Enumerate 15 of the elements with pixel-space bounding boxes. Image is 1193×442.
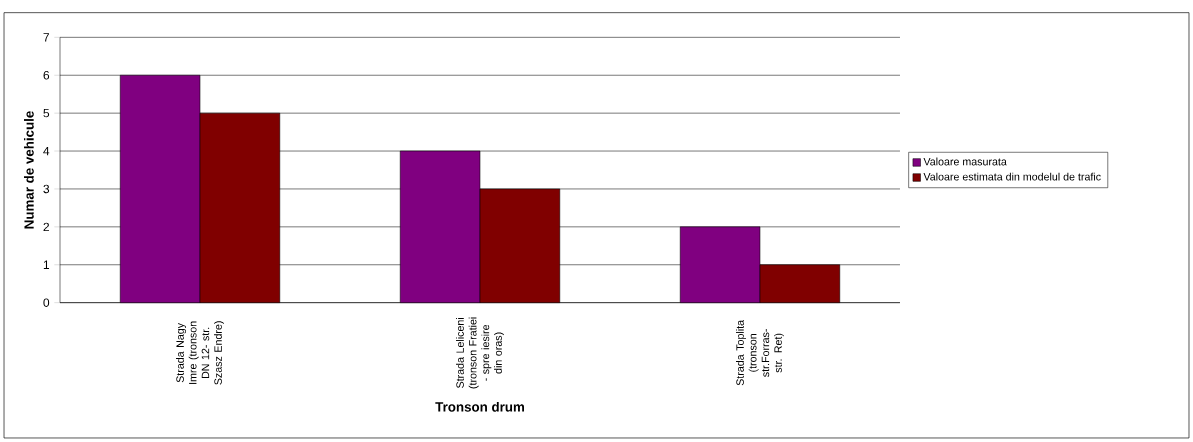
legend-label: Valoare masurata: [923, 157, 1007, 166]
y-tick-label: 6: [43, 70, 50, 80]
legend-label: Valoare estimata din modelul de trafic: [923, 172, 1101, 181]
y-tick-label: 7: [43, 33, 49, 42]
x-tick-label: Strada Toplita (tronson str.Forras- str. Ret): [736, 319, 784, 386]
x-tick-label: Strada Nagy Imre (tronson DN 12- str. Szasz Endre): [176, 321, 224, 385]
x-tick-label: Strada Leliceni (tronson Fratiei - spre iesire din oras): [456, 317, 504, 389]
y-tick-label: 4: [43, 146, 50, 156]
y-tick-label: 2: [43, 222, 49, 232]
y-tick-label: 5: [43, 108, 50, 118]
y-tick-label: 1: [43, 260, 50, 269]
y-tick-label: 3: [43, 184, 50, 194]
y-tick-label: 0: [43, 298, 50, 307]
y-axis-title: Numar de vehicule: [24, 111, 34, 229]
x-axis-title: Tronson drum: [435, 401, 524, 412]
